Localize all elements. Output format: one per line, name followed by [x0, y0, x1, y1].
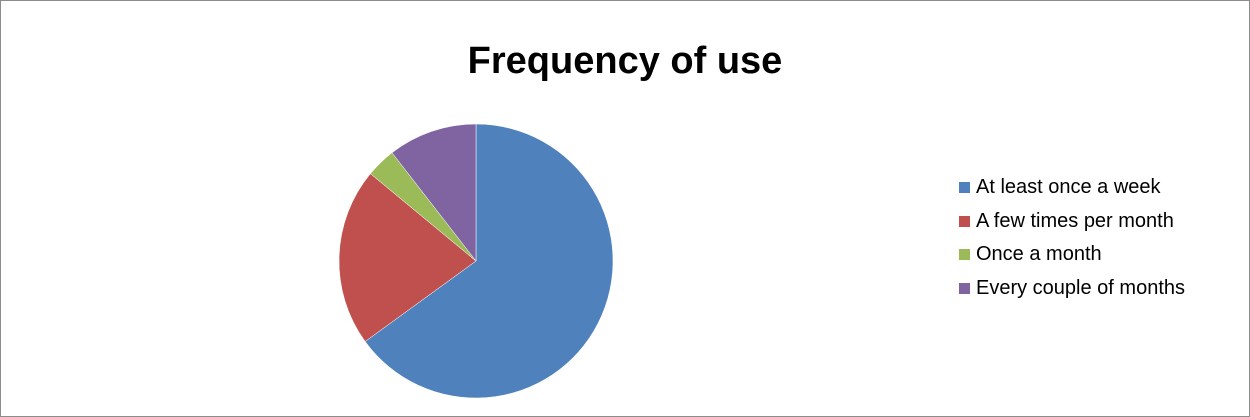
pie-slice-4	[391, 123, 477, 262]
legend-swatch	[959, 282, 970, 294]
legend-item: Once a month	[959, 238, 1244, 272]
legend-label: A few times per month	[976, 209, 1174, 232]
legend-label: Every couple of months	[976, 276, 1185, 299]
pie-slice-2	[338, 173, 477, 342]
legend-item: Every couple of months	[959, 272, 1244, 306]
legend-item: A few times per month	[959, 205, 1244, 239]
chart-title: Frequency of use	[467, 40, 783, 82]
legend-swatch	[959, 182, 970, 194]
legend-item: At least once a week	[959, 171, 1244, 205]
legend-swatch	[959, 215, 970, 227]
pie-slice-1	[364, 123, 614, 399]
legend-label: At least once a week	[976, 176, 1161, 199]
pie-slices	[338, 123, 614, 399]
legend-label: Once a month	[976, 243, 1102, 266]
legend-swatch	[959, 249, 970, 261]
chart-legend: At least once a week A few times per mon…	[959, 171, 1244, 305]
